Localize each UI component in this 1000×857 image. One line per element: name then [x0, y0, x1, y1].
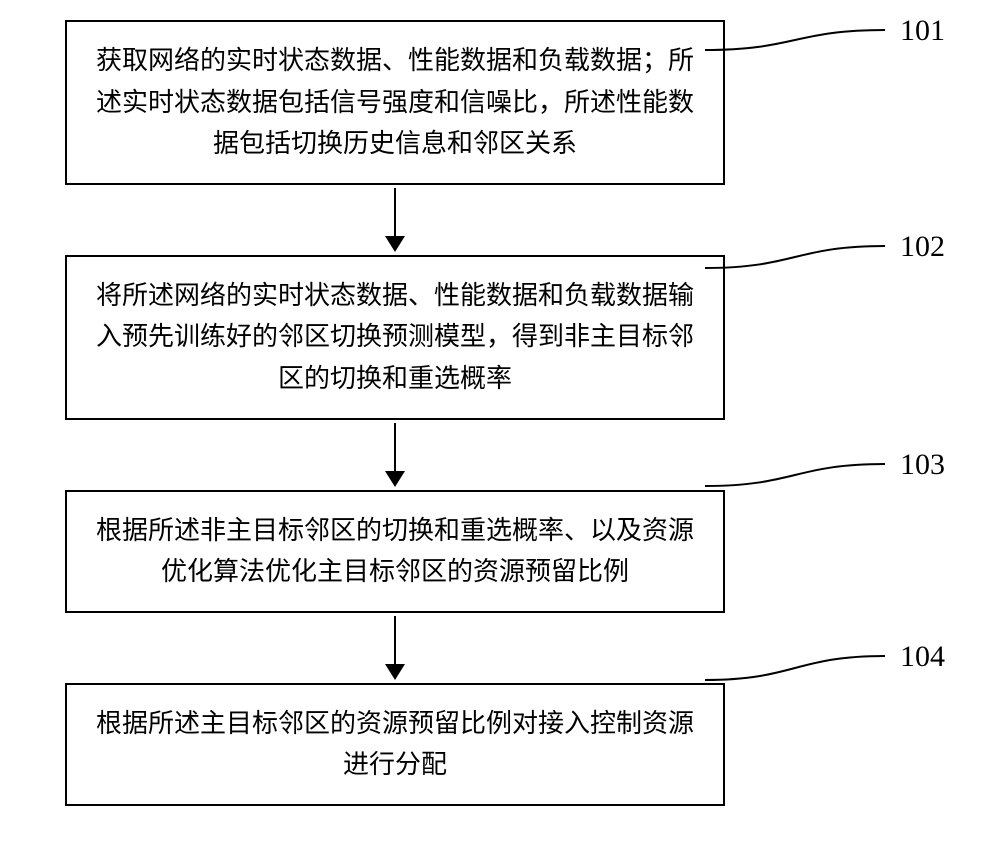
- step-text: 根据所述主目标邻区的资源预留比例对接入控制资源进行分配: [96, 709, 694, 780]
- step-box-101: 获取网络的实时状态数据、性能数据和负载数据；所述实时状态数据包括信号强度和信噪比…: [65, 20, 725, 185]
- flowchart-container: 获取网络的实时状态数据、性能数据和负载数据；所述实时状态数据包括信号强度和信噪比…: [45, 20, 745, 806]
- step-text: 根据所述非主目标邻区的切换和重选概率、以及资源优化算法优化主目标邻区的资源预留比…: [96, 516, 694, 587]
- step-box-104: 根据所述主目标邻区的资源预留比例对接入控制资源进行分配: [65, 683, 725, 806]
- arrow-102-to-103: [385, 420, 405, 490]
- step-box-102: 将所述网络的实时状态数据、性能数据和负载数据输入预先训练好的邻区切换预测模型，得…: [65, 255, 725, 420]
- step-text: 将所述网络的实时状态数据、性能数据和负载数据输入预先训练好的邻区切换预测模型，得…: [96, 281, 694, 393]
- step-label-102: 102: [900, 230, 945, 264]
- step-label-103: 103: [900, 448, 945, 482]
- step-box-103: 根据所述非主目标邻区的切换和重选概率、以及资源优化算法优化主目标邻区的资源预留比…: [65, 490, 725, 613]
- step-label-104: 104: [900, 640, 945, 674]
- arrow-101-to-102: [385, 185, 405, 255]
- step-label-101: 101: [900, 14, 945, 48]
- arrow-103-to-104: [385, 613, 405, 683]
- step-text: 获取网络的实时状态数据、性能数据和负载数据；所述实时状态数据包括信号强度和信噪比…: [96, 46, 694, 158]
